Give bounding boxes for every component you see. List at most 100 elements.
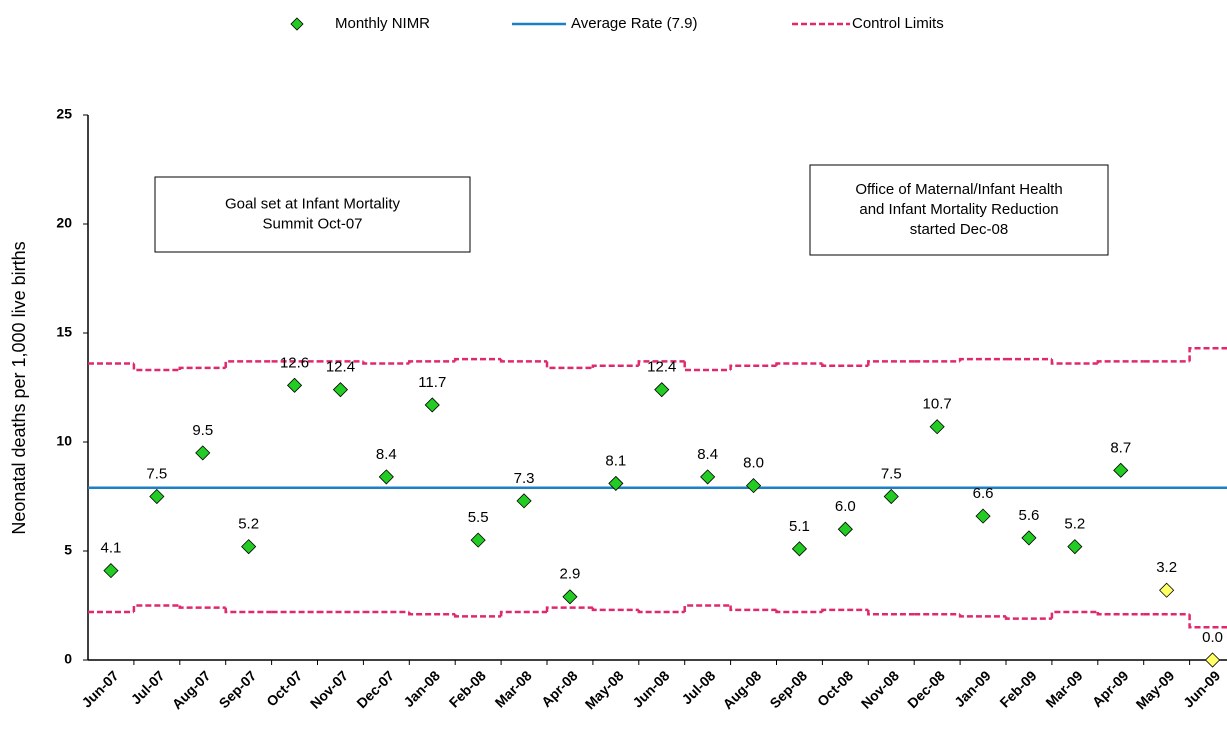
x-tick-label: Jan-09 <box>951 667 994 710</box>
control-limit <box>132 604 180 613</box>
y-tick-label: 15 <box>56 324 72 340</box>
data-point <box>516 493 532 509</box>
control-limit <box>1096 360 1144 364</box>
data-label: 5.2 <box>1064 516 1085 533</box>
control-limit <box>1004 616 1052 620</box>
data-point <box>608 475 624 491</box>
control-limit <box>1188 347 1227 362</box>
data-label: 8.4 <box>697 446 718 463</box>
data-label: 5.1 <box>789 518 810 535</box>
control-limit <box>178 605 226 609</box>
data-label: 6.0 <box>835 498 856 515</box>
control-limit <box>132 363 180 372</box>
control-limit <box>729 605 777 612</box>
data-label: 4.1 <box>101 540 122 557</box>
data-point <box>1067 539 1083 555</box>
x-tick-label: Feb-08 <box>446 667 489 710</box>
annotation-text: started Dec-08 <box>910 221 1008 238</box>
y-tick-label: 10 <box>56 433 72 449</box>
annotation-box <box>154 176 471 253</box>
x-tick-label: Feb-09 <box>996 667 1039 710</box>
x-tick-label: Aug-07 <box>169 667 214 712</box>
x-tick-label: May-09 <box>1133 667 1178 712</box>
data-point <box>791 541 808 557</box>
data-label: 3.2 <box>1156 559 1177 576</box>
data-point <box>103 563 119 579</box>
annotation-text: Summit Oct-07 <box>262 215 362 232</box>
data-label: 7.5 <box>881 465 902 482</box>
x-tick-label: Dec-08 <box>904 667 948 711</box>
control-limit <box>729 364 777 371</box>
data-point <box>470 532 486 548</box>
data-label: 5.2 <box>238 516 259 533</box>
data-point <box>378 469 394 485</box>
x-tick-label: Sep-08 <box>766 667 810 711</box>
x-tick-label: Oct-08 <box>814 667 856 709</box>
data-label: 0.0 <box>1202 629 1223 646</box>
y-tick-label: 5 <box>64 542 72 558</box>
data-point <box>286 377 303 393</box>
control-limit <box>1096 612 1144 616</box>
data-label: 6.6 <box>973 485 994 502</box>
control-limit <box>1050 359 1098 365</box>
control-limit <box>637 609 685 614</box>
control-limit <box>867 360 915 366</box>
y-tick-label: 25 <box>56 106 72 122</box>
x-tick-label: Jul-08 <box>678 667 718 707</box>
x-tick-label: Jun-08 <box>629 667 672 710</box>
control-limit <box>1188 614 1227 629</box>
control-limit <box>683 361 731 372</box>
x-tick-label: Oct-07 <box>263 667 305 709</box>
annotation-text: Goal set at Infant Mortality <box>225 195 401 212</box>
control-limit <box>545 606 593 613</box>
data-point <box>700 469 716 485</box>
y-tick-label: 20 <box>56 215 72 231</box>
data-label: 5.6 <box>1019 507 1040 524</box>
control-limit <box>224 360 272 368</box>
data-label: 7.3 <box>514 470 535 487</box>
control-limit <box>775 609 823 614</box>
x-tick-label: Nov-07 <box>307 667 351 711</box>
annotation-text: Office of Maternal/Infant Health <box>855 181 1062 198</box>
x-tick-label: Sep-07 <box>216 667 260 711</box>
control-limit <box>1050 610 1098 619</box>
data-point <box>654 382 670 398</box>
data-point <box>1113 462 1129 478</box>
annotation-text: and Infant Mortality Reduction <box>859 201 1058 218</box>
data-label: 5.5 <box>468 509 489 526</box>
control-limit <box>867 609 915 616</box>
control-limit <box>545 361 593 370</box>
data-label: 12.4 <box>326 359 355 376</box>
control-limit <box>683 604 731 613</box>
x-tick-label: Mar-08 <box>492 667 535 710</box>
data-label: 11.7 <box>418 374 446 391</box>
legend-marker <box>290 17 304 31</box>
data-point <box>332 382 349 398</box>
control-limit <box>637 360 685 366</box>
data-label: 8.4 <box>376 446 397 463</box>
control-limit <box>178 366 226 371</box>
data-label: 8.7 <box>1110 439 1131 456</box>
data-point <box>195 445 211 461</box>
data-point <box>424 397 440 413</box>
data-label: 10.7 <box>923 396 952 413</box>
control-limit <box>958 357 1006 362</box>
x-tick-label: Aug-08 <box>719 667 764 712</box>
control-limit <box>408 612 456 616</box>
legend-label: Average Rate (7.9) <box>571 15 697 32</box>
data-point <box>1021 530 1037 546</box>
data-label: 9.5 <box>192 422 213 439</box>
control-limit <box>224 607 272 614</box>
legend-label: Monthly NIMR <box>335 15 430 32</box>
data-point <box>562 589 578 605</box>
control-limit <box>453 614 502 618</box>
data-label: 7.5 <box>146 465 167 482</box>
control-limit <box>499 359 547 363</box>
control-limit <box>821 608 869 613</box>
data-point <box>745 478 762 494</box>
data-label: 8.1 <box>605 452 626 469</box>
x-tick-label: Jul-07 <box>128 667 168 707</box>
x-tick-label: Jun-07 <box>78 667 121 710</box>
control-limit <box>453 357 502 362</box>
